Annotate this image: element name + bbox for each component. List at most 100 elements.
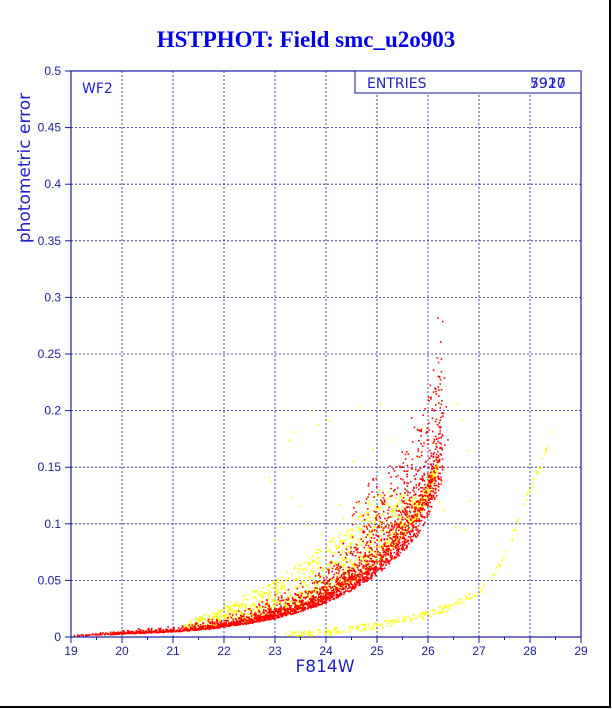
yellow-point — [295, 596, 297, 598]
red-point — [275, 617, 277, 619]
red-point — [382, 560, 385, 563]
red-outlier-point — [406, 464, 409, 467]
yellow-point — [424, 499, 426, 502]
red-outlier-point — [442, 412, 445, 415]
red-point — [363, 559, 366, 562]
yellow-point — [379, 490, 382, 492]
yellow-point — [234, 610, 236, 612]
red-point — [407, 530, 409, 533]
red-outlier-point — [353, 506, 355, 509]
red-point — [380, 556, 383, 559]
yellow-branch-point — [329, 631, 332, 634]
yellow-point — [349, 559, 352, 561]
red-point — [427, 501, 430, 504]
yellow-point — [393, 511, 395, 513]
red-outlier-point — [375, 477, 377, 480]
red-point — [366, 564, 369, 566]
red-point — [223, 621, 225, 624]
red-point — [254, 617, 257, 620]
red-point — [380, 567, 382, 569]
red-point — [166, 629, 169, 632]
red-point — [350, 582, 352, 585]
yellow-point — [405, 499, 408, 501]
yellow-point — [367, 566, 370, 568]
red-point — [261, 618, 263, 621]
yellow-point — [294, 579, 297, 582]
red-point — [387, 512, 389, 515]
yellow-point — [190, 622, 193, 625]
red-point — [438, 422, 441, 424]
yellow-point — [411, 499, 414, 502]
yellow-branch-point — [312, 631, 315, 633]
yellow-point — [261, 607, 263, 610]
red-point — [428, 474, 431, 477]
red-point — [428, 485, 430, 488]
red-point — [110, 633, 112, 636]
red-point — [85, 634, 88, 637]
yellow-point — [290, 573, 293, 575]
red-point — [372, 567, 375, 570]
yellow-branch-point — [460, 599, 463, 601]
red-point — [180, 627, 183, 630]
red-point — [321, 596, 323, 599]
red-point — [230, 616, 233, 619]
yellow-point — [314, 580, 316, 583]
red-point — [258, 609, 260, 612]
red-point — [431, 430, 434, 433]
yellow-point — [279, 588, 281, 590]
yellow-point — [408, 513, 411, 516]
yellow-point — [332, 586, 335, 589]
red-point — [364, 572, 367, 574]
yellow-point — [368, 557, 371, 559]
red-point — [261, 615, 264, 618]
red-point — [421, 503, 423, 506]
yellow-point — [373, 530, 376, 532]
yellow-point — [432, 474, 435, 477]
red-point — [222, 623, 224, 625]
red-outlier-point — [375, 518, 378, 521]
red-point — [204, 624, 207, 627]
red-point — [411, 515, 413, 517]
yellow-branch-point — [404, 615, 406, 618]
red-point — [336, 566, 338, 569]
red-point — [309, 605, 312, 607]
red-point — [225, 623, 227, 626]
yellow-outlier-point — [269, 481, 272, 483]
yellow-branch-point — [295, 635, 298, 637]
yellow-point — [400, 530, 402, 533]
red-point — [414, 493, 417, 496]
yellow-branch-point — [418, 615, 421, 618]
red-point — [387, 553, 389, 556]
red-point — [195, 622, 198, 624]
red-point — [383, 553, 385, 556]
red-point — [413, 487, 415, 489]
red-point — [333, 598, 336, 600]
yellow-outlier-point — [392, 439, 395, 441]
red-point — [380, 560, 383, 563]
yellow-branch-point — [421, 615, 424, 618]
red-point — [335, 591, 338, 593]
red-point — [430, 506, 433, 508]
red-point — [348, 578, 351, 581]
red-outlier-point — [418, 456, 421, 458]
red-point — [377, 535, 380, 538]
yellow-point — [389, 506, 392, 509]
red-point — [298, 599, 301, 602]
yellow-point — [299, 577, 301, 579]
red-point — [423, 480, 426, 482]
red-point — [313, 601, 316, 603]
red-point — [405, 509, 408, 512]
yellow-point — [259, 595, 262, 597]
yellow-point — [360, 515, 363, 518]
yellow-branch-point — [468, 593, 471, 596]
red-point — [263, 612, 266, 614]
red-point — [362, 581, 364, 583]
red-point — [188, 624, 191, 627]
yellow-branch-point — [302, 635, 304, 637]
red-point — [207, 620, 209, 622]
red-point — [353, 586, 356, 589]
red-point — [333, 565, 336, 568]
yellow-branch-point — [391, 618, 394, 621]
yellow-branch-point — [336, 627, 338, 629]
red-outlier-point — [435, 464, 437, 467]
